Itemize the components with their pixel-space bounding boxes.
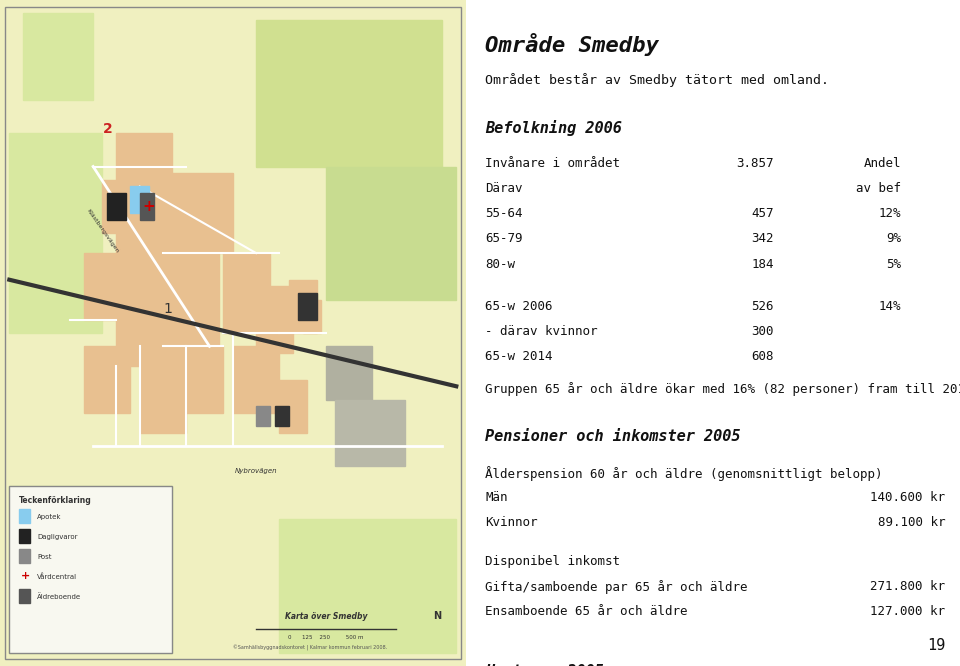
Text: 80-w: 80-w: [485, 258, 516, 271]
Text: Ålderspension 60 år och äldre (genomsnittligt belopp): Ålderspension 60 år och äldre (genomsnit…: [485, 466, 882, 480]
Text: 2: 2: [103, 122, 112, 137]
Bar: [325, 166, 456, 300]
Bar: [139, 193, 154, 220]
Text: 55-64: 55-64: [485, 207, 522, 220]
Bar: [256, 20, 443, 166]
Text: Teckenförklaring: Teckenförklaring: [18, 496, 91, 505]
Text: 65-w 2014: 65-w 2014: [485, 350, 553, 364]
Text: Kvinnor: Kvinnor: [485, 516, 538, 529]
Bar: [302, 300, 322, 333]
Text: Post: Post: [37, 554, 52, 561]
Bar: [279, 519, 456, 653]
Bar: [232, 346, 279, 413]
Bar: [139, 173, 232, 253]
Bar: [18, 549, 31, 563]
Text: 127.000 kr: 127.000 kr: [871, 605, 946, 619]
Text: N: N: [433, 611, 442, 621]
Text: 140.600 kr: 140.600 kr: [871, 491, 946, 504]
Bar: [275, 406, 289, 426]
Text: Män: Män: [485, 491, 508, 504]
Text: +: +: [143, 199, 156, 214]
Text: Hustyper 2005: Hustyper 2005: [485, 664, 604, 666]
Text: Disponibel inkomst: Disponibel inkomst: [485, 555, 620, 568]
Text: 342: 342: [752, 232, 774, 246]
Text: 526: 526: [752, 300, 774, 313]
Text: Gifta/samboende par 65 år och äldre: Gifta/samboende par 65 år och äldre: [485, 580, 748, 594]
Text: Pensioner och inkomster 2005: Pensioner och inkomster 2005: [485, 429, 740, 444]
Text: Därav: Därav: [485, 182, 522, 195]
Bar: [298, 293, 317, 320]
Text: Invånare i området: Invånare i området: [485, 157, 620, 170]
Bar: [84, 253, 131, 320]
Bar: [18, 589, 31, 603]
Bar: [84, 346, 131, 413]
Bar: [18, 529, 31, 543]
Text: 12%: 12%: [878, 207, 901, 220]
Text: 300: 300: [752, 325, 774, 338]
Text: Dagligvaror: Dagligvaror: [37, 534, 78, 541]
Bar: [256, 406, 270, 426]
Text: Gruppen 65 år och äldre ökar med 16% (82 personer) fram till 2014.: Gruppen 65 år och äldre ökar med 16% (82…: [485, 382, 960, 396]
Bar: [256, 286, 294, 353]
Bar: [10, 486, 172, 653]
Bar: [279, 380, 307, 433]
Text: Ensamboende 65 år och äldre: Ensamboende 65 år och äldre: [485, 605, 687, 619]
Text: Äldreboende: Äldreboende: [37, 593, 82, 601]
Bar: [116, 233, 186, 366]
Text: 3.857: 3.857: [736, 157, 774, 170]
Text: 9%: 9%: [886, 232, 901, 246]
Bar: [325, 346, 372, 400]
Text: Klästbergsvägen: Klästbergsvägen: [85, 208, 120, 254]
Text: Vårdcentral: Vårdcentral: [37, 573, 78, 581]
Text: 19: 19: [927, 637, 946, 653]
Bar: [224, 253, 270, 333]
Text: 184: 184: [752, 258, 774, 271]
Bar: [335, 400, 405, 466]
Text: 65-w 2006: 65-w 2006: [485, 300, 553, 313]
Text: +: +: [21, 571, 30, 581]
Bar: [116, 133, 172, 186]
Text: 271.800 kr: 271.800 kr: [871, 580, 946, 593]
Text: 1: 1: [163, 302, 172, 316]
Text: Område Smedby: Område Smedby: [485, 33, 659, 57]
Text: Karta över Smedby: Karta över Smedby: [285, 612, 367, 621]
Bar: [139, 353, 186, 433]
Text: - därav kvinnor: - därav kvinnor: [485, 325, 597, 338]
Text: 14%: 14%: [878, 300, 901, 313]
Bar: [10, 486, 172, 653]
Bar: [18, 509, 31, 523]
Bar: [186, 346, 224, 413]
Bar: [131, 186, 149, 213]
Bar: [10, 133, 103, 333]
Text: 608: 608: [752, 350, 774, 364]
Bar: [103, 180, 139, 233]
Text: 5%: 5%: [886, 258, 901, 271]
Text: Nybrovägen: Nybrovägen: [235, 468, 277, 474]
Bar: [108, 193, 126, 220]
Text: 65-79: 65-79: [485, 232, 522, 246]
Text: 457: 457: [752, 207, 774, 220]
Text: 89.100 kr: 89.100 kr: [877, 516, 946, 529]
Text: Befolkning 2006: Befolkning 2006: [485, 120, 622, 136]
Bar: [23, 13, 93, 100]
Bar: [289, 280, 317, 333]
Text: ©Samhällsbyggnadskontoret | Kalmar kommun februari 2008.: ©Samhällsbyggnadskontoret | Kalmar kommu…: [232, 645, 387, 651]
Text: Apotek: Apotek: [37, 514, 61, 521]
Bar: [163, 246, 219, 346]
Text: 0      125    250         500 m: 0 125 250 500 m: [288, 635, 364, 641]
Text: Andel: Andel: [864, 157, 901, 170]
Text: Området består av Smedby tätort med omland.: Området består av Smedby tätort med omla…: [485, 73, 829, 87]
Text: av bef: av bef: [856, 182, 901, 195]
